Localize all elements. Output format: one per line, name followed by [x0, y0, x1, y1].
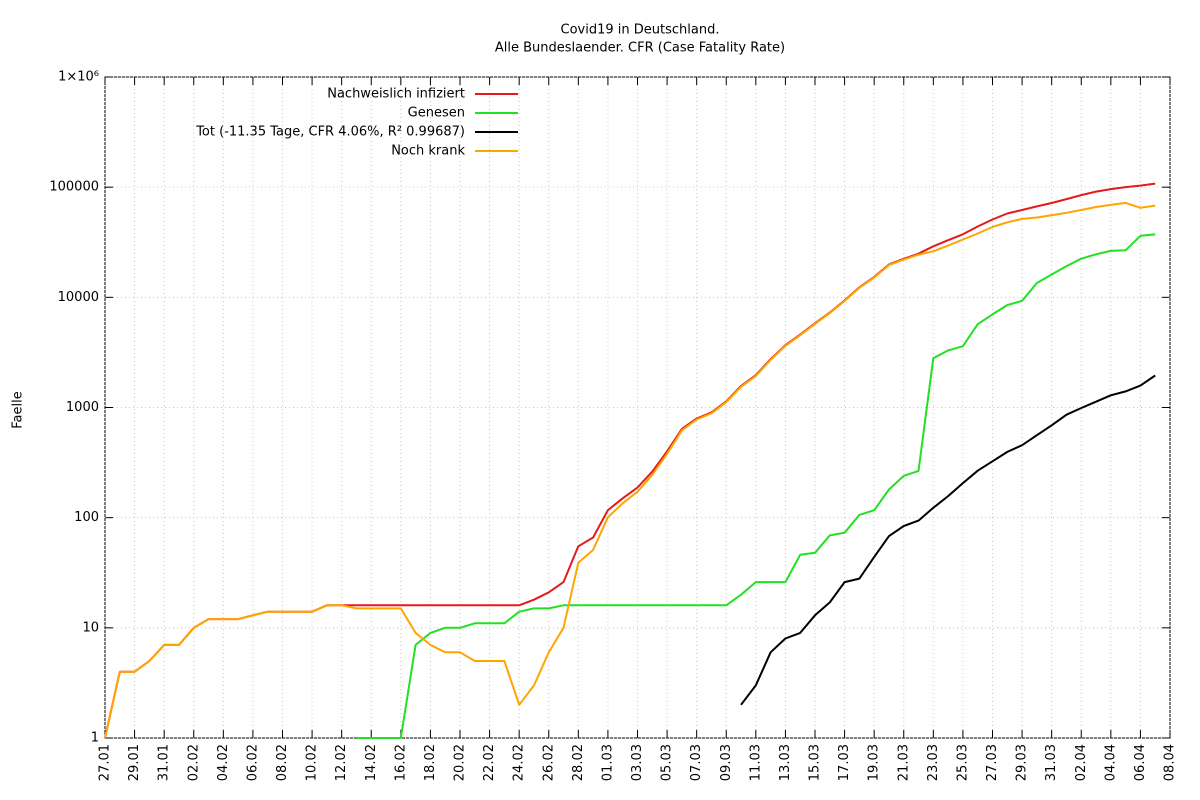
y-tick-label: 100000: [49, 180, 99, 195]
legend-label: Noch krank: [391, 144, 465, 159]
y-tick-label: 10000: [58, 290, 99, 305]
x-tick-label: 31.01: [157, 744, 172, 781]
x-tick-label: 12.02: [334, 744, 349, 781]
x-tick-label: 31.03: [1044, 744, 1059, 781]
x-tick-label: 08.02: [275, 744, 290, 781]
x-tick-label: 26.02: [541, 744, 556, 781]
x-tick-label: 14.02: [364, 744, 379, 781]
x-tick-label: 02.02: [186, 744, 201, 781]
y-tick-label: 1×10⁶: [58, 70, 99, 85]
y-axis-label: Faelle: [11, 391, 26, 428]
x-tick-label: 21.03: [896, 744, 911, 781]
x-tick-label: 10.02: [305, 744, 320, 781]
x-tick-label: 15.03: [808, 744, 823, 781]
x-tick-label: 06.04: [1133, 744, 1148, 781]
x-tick-label: 04.04: [1103, 744, 1118, 781]
x-tick-label: 29.01: [127, 744, 142, 781]
x-tick-label: 04.02: [216, 744, 231, 781]
x-tick-label: 25.03: [955, 744, 970, 781]
x-tick-label: 27.01: [98, 744, 113, 781]
series-line: [104, 182, 1156, 739]
x-tick-label: 16.02: [393, 744, 408, 781]
y-tick-label: 1: [91, 731, 99, 746]
x-tick-label: 27.03: [985, 744, 1000, 781]
x-tick-label: 07.03: [689, 744, 704, 781]
x-tick-label: 11.03: [748, 744, 763, 781]
x-tick-label: 06.02: [245, 744, 260, 781]
chart-subtitle: Alle Bundeslaender. CFR (Case Fatality R…: [495, 41, 785, 56]
x-tick-label: 24.02: [512, 744, 527, 781]
x-tick-label: 17.03: [837, 744, 852, 781]
x-tick-label: 29.03: [1015, 744, 1030, 781]
x-tick-label: 22.02: [482, 744, 497, 781]
y-tick-label: 100: [74, 510, 99, 525]
x-tick-label: 20.02: [453, 744, 468, 781]
x-tick-label: 03.03: [630, 744, 645, 781]
legend-label: Nachweislich infiziert: [327, 87, 465, 102]
x-tick-label: 28.02: [571, 744, 586, 781]
x-tick-label: 05.03: [660, 744, 675, 781]
x-tick-label: 18.02: [423, 744, 438, 781]
series-line: [104, 201, 1156, 739]
x-tick-label: 19.03: [867, 744, 882, 781]
x-tick-label: 08.04: [1163, 744, 1178, 781]
x-tick-label: 23.03: [926, 744, 941, 781]
x-tick-label: 13.03: [778, 744, 793, 781]
chart-title: Covid19 in Deutschland.: [561, 23, 720, 38]
x-tick-label: 01.03: [600, 744, 615, 781]
legend-label: Genesen: [408, 106, 465, 121]
series-line: [356, 233, 1156, 739]
y-tick-label: 10: [82, 620, 99, 635]
legend-label: Tot (-11.35 Tage, CFR 4.06%, R² 0.99687): [195, 125, 465, 140]
x-tick-label: 09.03: [719, 744, 734, 781]
series-line: [740, 374, 1156, 706]
x-tick-label: 02.04: [1074, 744, 1089, 781]
y-tick-label: 1000: [66, 400, 99, 415]
